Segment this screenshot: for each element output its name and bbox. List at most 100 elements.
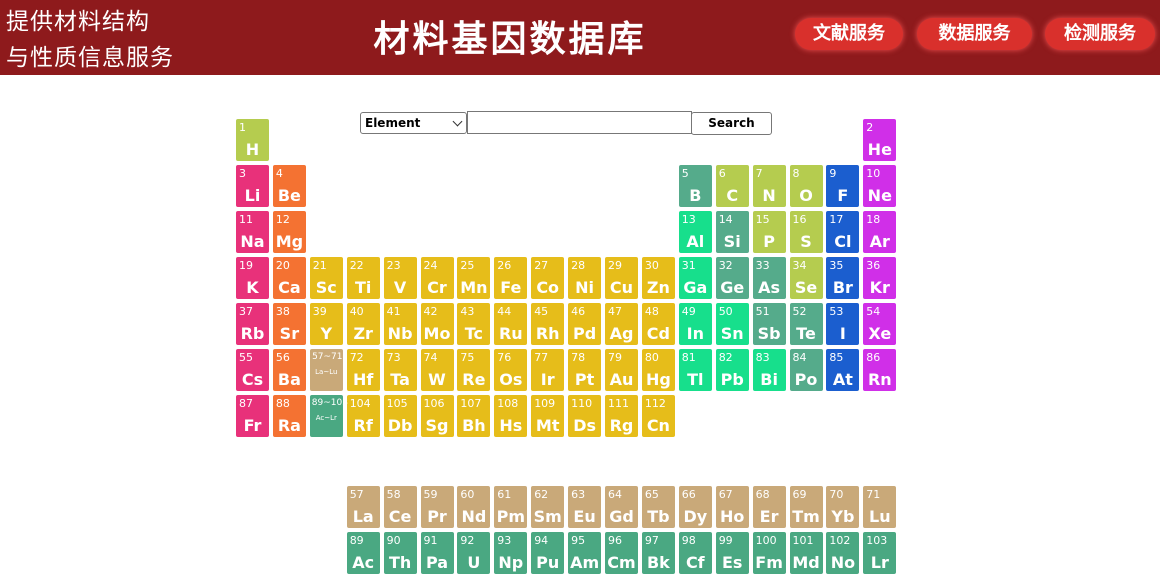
element-cell[interactable]: 64 Gd — [605, 486, 638, 528]
element-cell[interactable]: 70 Yb — [826, 486, 860, 528]
element-cell[interactable]: 103 Lr — [863, 532, 897, 574]
element-cell[interactable]: 53 I — [826, 303, 860, 345]
element-cell[interactable]: 83 Bi — [752, 349, 786, 391]
element-cell[interactable]: 81 Tl — [678, 349, 712, 391]
element-cell[interactable]: 86 Rn — [863, 349, 897, 391]
element-cell[interactable]: 45 Rh — [531, 303, 565, 345]
element-cell[interactable]: 43 Tc — [457, 303, 491, 345]
element-cell[interactable]: 110 Ds — [568, 395, 602, 437]
element-cell[interactable]: 97 Bk — [641, 532, 675, 574]
element-cell[interactable]: 27 Co — [531, 257, 565, 299]
element-cell[interactable]: 58 Ce — [383, 486, 417, 528]
element-cell[interactable]: 31 Ga — [678, 257, 712, 299]
element-cell[interactable]: 29 Cu — [605, 257, 638, 299]
element-cell[interactable]: 68 Er — [752, 486, 786, 528]
element-cell[interactable]: 89 Ac — [346, 532, 380, 574]
element-cell[interactable]: 26 Fe — [494, 257, 528, 299]
element-cell[interactable]: 52 Te — [789, 303, 823, 345]
element-cell[interactable]: 94 Pu — [531, 532, 565, 574]
element-cell[interactable]: 14 Si — [715, 211, 749, 253]
element-cell[interactable]: 44 Ru — [494, 303, 528, 345]
element-cell[interactable]: 100 Fm — [752, 532, 786, 574]
element-cell[interactable]: 107 Bh — [457, 395, 491, 437]
element-cell[interactable]: 46 Pd — [568, 303, 602, 345]
element-cell[interactable]: 2 He — [863, 119, 897, 161]
element-cell[interactable]: 11 Na — [236, 211, 269, 253]
element-cell[interactable]: 4 Be — [272, 165, 306, 207]
element-cell[interactable]: 12 Mg — [272, 211, 306, 253]
search-button[interactable]: Search — [691, 112, 772, 135]
element-cell[interactable]: 36 Kr — [863, 257, 897, 299]
element-cell[interactable]: 77 Ir — [531, 349, 565, 391]
element-cell[interactable]: 59 Pr — [420, 486, 454, 528]
element-cell[interactable]: 23 V — [383, 257, 417, 299]
element-cell[interactable]: 82 Pb — [715, 349, 749, 391]
element-cell[interactable]: 56 Ba — [272, 349, 306, 391]
element-cell[interactable]: 3 Li — [236, 165, 269, 207]
element-cell[interactable]: 28 Ni — [568, 257, 602, 299]
element-cell[interactable]: 76 Os — [494, 349, 528, 391]
element-cell[interactable]: 18 Ar — [863, 211, 897, 253]
search-input[interactable] — [467, 111, 692, 134]
element-cell[interactable]: 87 Fr — [236, 395, 269, 437]
element-cell[interactable]: 15 P — [752, 211, 786, 253]
element-cell[interactable]: 40 Zr — [346, 303, 380, 345]
element-cell[interactable]: 95 Am — [568, 532, 602, 574]
nav-button[interactable]: 文献服务 — [795, 18, 903, 50]
element-cell[interactable]: 92 U — [457, 532, 491, 574]
element-cell[interactable]: 61 Pm — [494, 486, 528, 528]
element-cell[interactable]: 72 Hf — [346, 349, 380, 391]
element-cell[interactable]: 39 Y — [309, 303, 343, 345]
series-placeholder[interactable]: 89~103 Ac~Lr — [309, 395, 348, 437]
element-cell[interactable]: 50 Sn — [715, 303, 749, 345]
element-cell[interactable]: 20 Ca — [272, 257, 306, 299]
element-cell[interactable]: 65 Tb — [641, 486, 675, 528]
element-cell[interactable]: 24 Cr — [420, 257, 454, 299]
element-cell[interactable]: 60 Nd — [457, 486, 491, 528]
element-cell[interactable]: 78 Pt — [568, 349, 602, 391]
element-cell[interactable]: 75 Re — [457, 349, 491, 391]
element-cell[interactable]: 112 Cn — [641, 395, 675, 437]
element-cell[interactable]: 19 K — [236, 257, 269, 299]
element-cell[interactable]: 93 Np — [494, 532, 528, 574]
series-placeholder[interactable]: 57~71 La~Lu — [309, 349, 343, 391]
element-cell[interactable]: 47 Ag — [605, 303, 638, 345]
element-cell[interactable]: 37 Rb — [236, 303, 269, 345]
element-cell[interactable]: 104 Rf — [346, 395, 380, 437]
element-cell[interactable]: 32 Ge — [715, 257, 749, 299]
element-cell[interactable]: 41 Nb — [383, 303, 417, 345]
element-cell[interactable]: 102 No — [826, 532, 860, 574]
element-cell[interactable]: 42 Mo — [420, 303, 454, 345]
search-select[interactable]: Element — [360, 112, 467, 134]
element-cell[interactable]: 67 Ho — [715, 486, 749, 528]
element-cell[interactable]: 88 Ra — [272, 395, 306, 437]
element-cell[interactable]: 74 W — [420, 349, 454, 391]
element-cell[interactable]: 38 Sr — [272, 303, 306, 345]
element-cell[interactable]: 73 Ta — [383, 349, 417, 391]
element-cell[interactable]: 10 Ne — [863, 165, 897, 207]
element-cell[interactable]: 16 S — [789, 211, 823, 253]
element-cell[interactable]: 90 Th — [383, 532, 417, 574]
element-cell[interactable]: 33 As — [752, 257, 786, 299]
element-cell[interactable]: 51 Sb — [752, 303, 786, 345]
element-cell[interactable]: 99 Es — [715, 532, 749, 574]
element-cell[interactable]: 54 Xe — [863, 303, 897, 345]
element-cell[interactable]: 17 Cl — [826, 211, 860, 253]
element-cell[interactable]: 57 La — [346, 486, 380, 528]
element-cell[interactable]: 35 Br — [826, 257, 860, 299]
element-cell[interactable]: 108 Hs — [494, 395, 528, 437]
element-cell[interactable]: 91 Pa — [420, 532, 454, 574]
element-cell[interactable]: 30 Zn — [641, 257, 675, 299]
element-cell[interactable]: 25 Mn — [457, 257, 491, 299]
element-cell[interactable]: 105 Db — [383, 395, 417, 437]
element-cell[interactable]: 13 Al — [678, 211, 712, 253]
element-cell[interactable]: 55 Cs — [236, 349, 269, 391]
element-cell[interactable]: 85 At — [826, 349, 860, 391]
element-cell[interactable]: 48 Cd — [641, 303, 675, 345]
